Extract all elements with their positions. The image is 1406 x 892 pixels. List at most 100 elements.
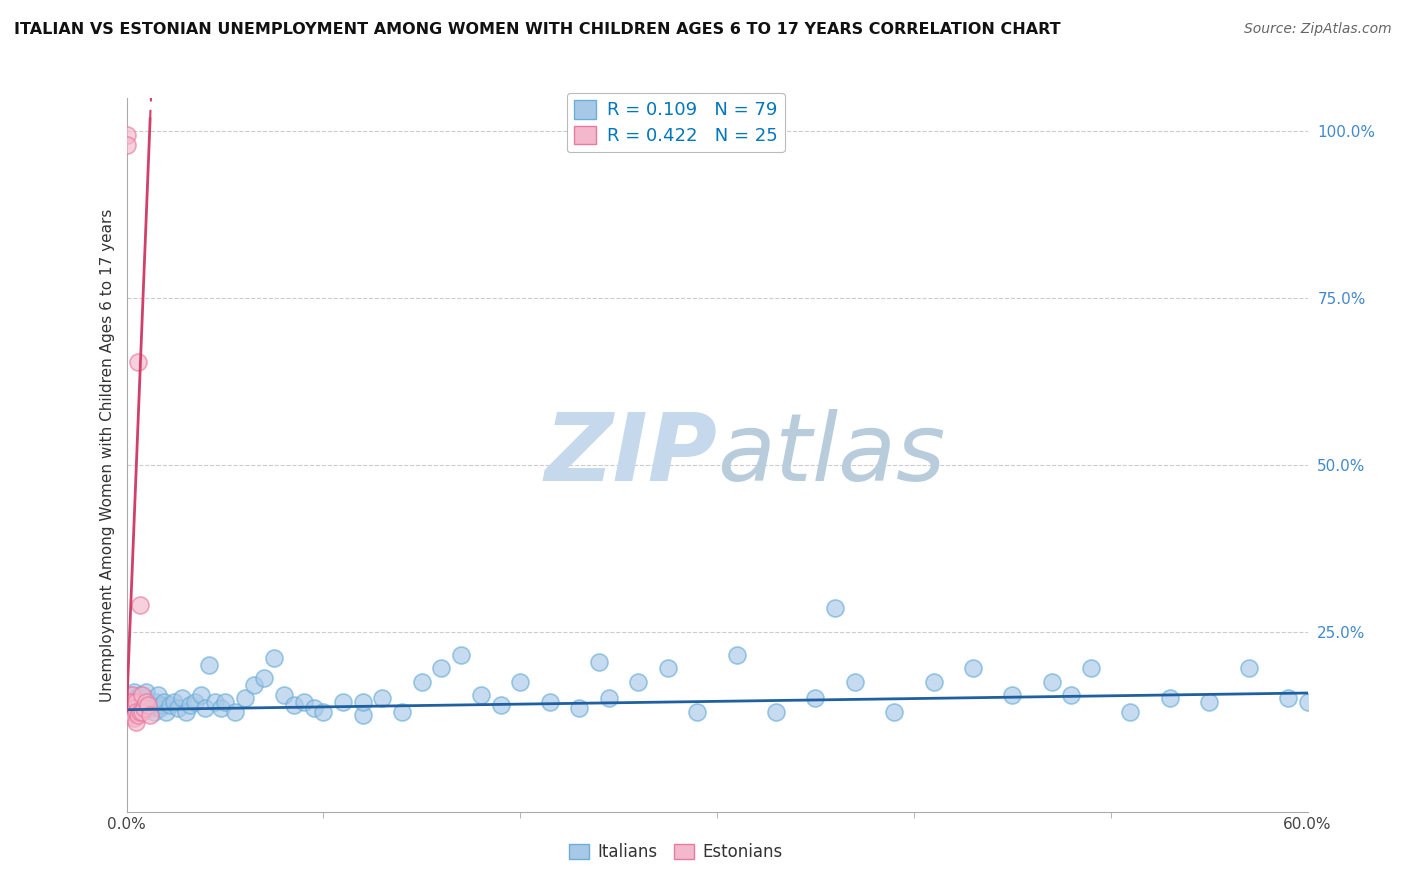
Point bbox=[139, 708, 162, 723]
Point bbox=[1001, 688, 1024, 702]
Point bbox=[332, 695, 354, 709]
Point bbox=[120, 688, 142, 702]
Point bbox=[121, 705, 143, 719]
Point bbox=[135, 691, 157, 706]
Point bbox=[657, 661, 679, 675]
Point bbox=[194, 701, 217, 715]
Text: ITALIAN VS ESTONIAN UNEMPLOYMENT AMONG WOMEN WITH CHILDREN AGES 6 TO 17 YEARS CO: ITALIAN VS ESTONIAN UNEMPLOYMENT AMONG W… bbox=[14, 22, 1060, 37]
Point bbox=[159, 698, 181, 712]
Point bbox=[292, 695, 315, 709]
Point bbox=[134, 701, 156, 715]
Point bbox=[127, 708, 149, 723]
Point bbox=[174, 705, 197, 719]
Point bbox=[135, 684, 157, 698]
Point bbox=[1237, 661, 1260, 675]
Point bbox=[149, 701, 172, 715]
Point bbox=[121, 695, 143, 709]
Point bbox=[302, 701, 325, 715]
Point bbox=[411, 674, 433, 689]
Point bbox=[1198, 695, 1220, 709]
Point bbox=[198, 658, 221, 673]
Point bbox=[1296, 695, 1319, 709]
Point bbox=[120, 695, 142, 709]
Point bbox=[598, 691, 620, 706]
Point bbox=[129, 688, 152, 702]
Point bbox=[145, 695, 167, 709]
Point bbox=[136, 698, 159, 712]
Point bbox=[136, 695, 159, 709]
Point bbox=[121, 695, 143, 709]
Legend: Italians, Estonians: Italians, Estonians bbox=[562, 837, 789, 868]
Point bbox=[117, 708, 139, 723]
Point bbox=[124, 711, 146, 725]
Point bbox=[283, 698, 305, 712]
Point bbox=[450, 648, 472, 662]
Point bbox=[922, 674, 945, 689]
Point bbox=[125, 705, 148, 719]
Point bbox=[214, 695, 236, 709]
Point bbox=[204, 695, 226, 709]
Point bbox=[117, 695, 139, 709]
Point bbox=[129, 705, 152, 719]
Point bbox=[143, 705, 166, 719]
Point bbox=[117, 701, 139, 715]
Point bbox=[146, 688, 169, 702]
Point bbox=[243, 678, 266, 692]
Point bbox=[1159, 691, 1181, 706]
Point bbox=[127, 354, 149, 368]
Point bbox=[153, 695, 176, 709]
Point bbox=[131, 688, 153, 702]
Point bbox=[962, 661, 984, 675]
Point bbox=[1040, 674, 1063, 689]
Point bbox=[184, 695, 207, 709]
Point bbox=[139, 701, 162, 715]
Point bbox=[824, 601, 846, 615]
Point bbox=[190, 688, 212, 702]
Point bbox=[127, 698, 149, 712]
Point bbox=[765, 705, 787, 719]
Point bbox=[844, 674, 866, 689]
Point bbox=[224, 705, 246, 719]
Point bbox=[371, 691, 394, 706]
Point bbox=[135, 695, 157, 709]
Point bbox=[131, 695, 153, 709]
Point bbox=[470, 688, 492, 702]
Point bbox=[125, 695, 148, 709]
Point bbox=[141, 698, 163, 712]
Point bbox=[209, 701, 232, 715]
Point bbox=[686, 705, 709, 719]
Point bbox=[124, 701, 146, 715]
Point bbox=[129, 598, 152, 612]
Point bbox=[125, 714, 148, 729]
Text: Source: ZipAtlas.com: Source: ZipAtlas.com bbox=[1244, 22, 1392, 37]
Point bbox=[115, 128, 138, 142]
Point bbox=[124, 684, 146, 698]
Point bbox=[391, 705, 413, 719]
Point bbox=[430, 661, 453, 675]
Point bbox=[1080, 661, 1102, 675]
Point bbox=[725, 648, 748, 662]
Point bbox=[509, 674, 531, 689]
Point bbox=[352, 695, 374, 709]
Point bbox=[115, 137, 138, 152]
Point bbox=[1277, 691, 1299, 706]
Point bbox=[155, 705, 177, 719]
Point bbox=[588, 655, 610, 669]
Point bbox=[312, 705, 335, 719]
Point bbox=[804, 691, 827, 706]
Y-axis label: Unemployment Among Women with Children Ages 6 to 17 years: Unemployment Among Women with Children A… bbox=[100, 208, 115, 702]
Point bbox=[568, 701, 591, 715]
Point bbox=[166, 701, 188, 715]
Point bbox=[253, 671, 276, 685]
Point bbox=[125, 691, 148, 706]
Point bbox=[179, 698, 201, 712]
Point bbox=[150, 698, 173, 712]
Text: ZIP: ZIP bbox=[544, 409, 717, 501]
Point bbox=[489, 698, 512, 712]
Point bbox=[352, 708, 374, 723]
Point bbox=[233, 691, 256, 706]
Point bbox=[121, 688, 143, 702]
Text: atlas: atlas bbox=[717, 409, 945, 500]
Point bbox=[1060, 688, 1083, 702]
Point bbox=[134, 701, 156, 715]
